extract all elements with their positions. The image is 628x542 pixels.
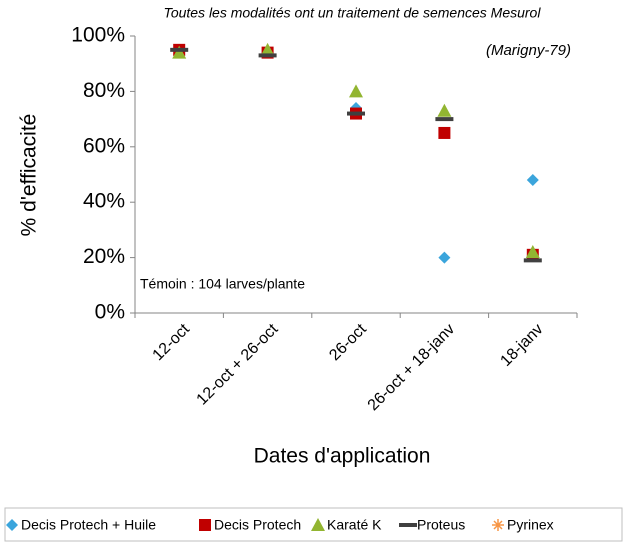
subtitle: Toutes les modalités ont un traitement d… [164,5,542,21]
data-point [438,126,451,139]
y-tick-label: 0% [95,301,125,324]
x-axis-title: Dates d'application [254,445,431,468]
data-point [260,42,275,56]
x-tick-label: 12-oct [150,320,194,364]
data-point [435,117,454,122]
data-point [437,103,452,117]
x-tick-label: 26-oct [326,320,370,364]
legend-box [4,507,623,542]
data-point [526,174,539,187]
legend-label: Decis Protech + Huile [21,517,156,533]
y-tick-label: 100% [71,24,125,47]
legend-label: Proteus [417,517,465,533]
legend-label: Pyrinex [507,517,554,533]
y-tick-label: 20% [83,245,125,268]
legend-marker [311,518,325,531]
control-note: Témoin : 104 larves/plante [140,276,305,292]
x-tick-label: 12-oct + 26-oct [194,320,282,408]
legend-marker [399,523,417,527]
legend-marker [6,519,18,531]
data-point [258,53,277,58]
legend-marker [492,519,504,531]
data-point [438,251,451,264]
data-point [170,47,189,52]
data-point [172,45,187,59]
legend-marker [199,519,211,531]
y-tick-label: 40% [83,190,125,213]
legend-label: Decis Protech [214,517,301,533]
x-tick-label: 26-oct + 18-janv [365,321,458,414]
legend-label: Karaté K [327,517,382,533]
x-tick-label: 18-janv [497,321,546,370]
y-tick-label: 60% [83,134,125,157]
data-point [525,245,540,259]
data-point [349,84,363,98]
data-point [523,258,542,263]
data-point [347,111,365,116]
site-note: (Marigny-79) [486,42,571,59]
y-tick-label: 80% [83,79,125,102]
y-axis-title: % d'efficacité [18,114,41,237]
